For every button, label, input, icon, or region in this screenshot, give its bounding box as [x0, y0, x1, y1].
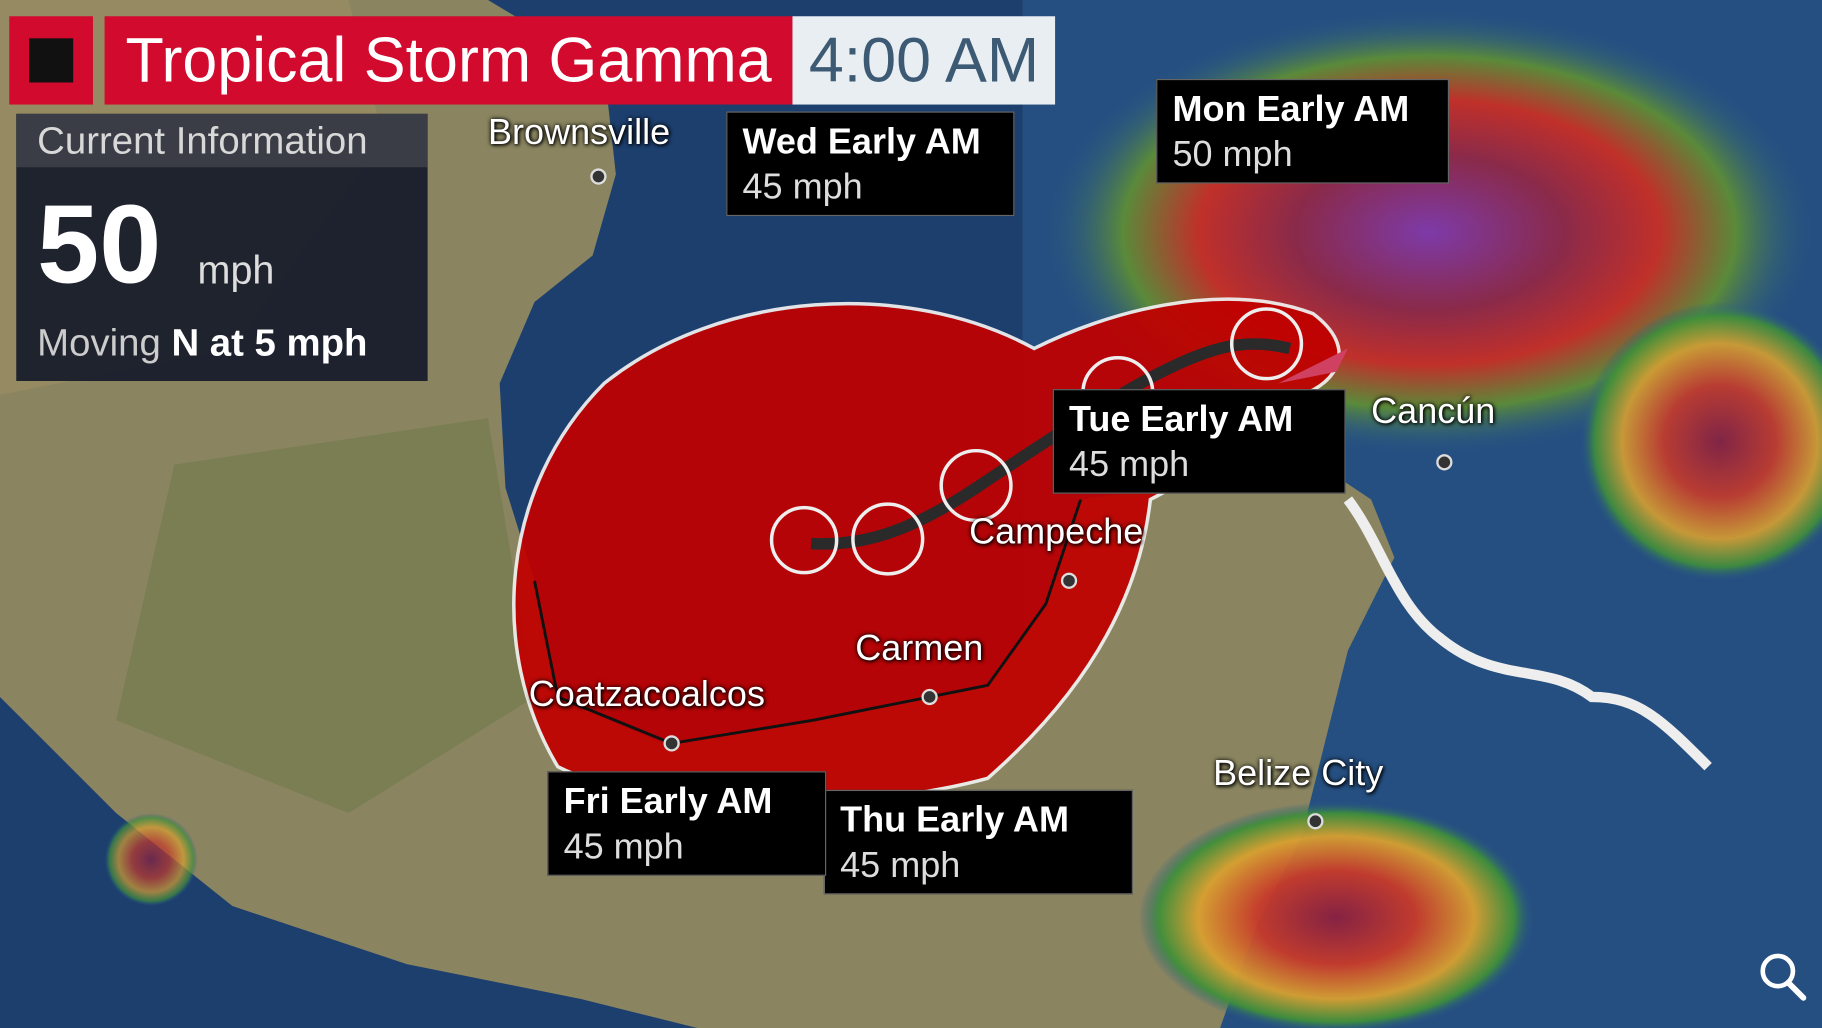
city-label: Cancún — [1371, 390, 1496, 431]
wind-speed: 50 — [37, 182, 162, 307]
forecast-label-tue: Tue Early AM 45 mph — [1052, 389, 1346, 494]
forecast-label-wed: Wed Early AM 45 mph — [726, 111, 1015, 217]
wind-unit: mph — [197, 248, 275, 293]
cold-front-line — [1343, 496, 1712, 771]
coastline — [533, 499, 1083, 745]
city-label: Belize City — [1213, 752, 1384, 794]
storm-title: Tropical Storm Gamma — [104, 16, 793, 105]
time-label: 4:00 AM — [792, 16, 1056, 105]
forecast-label-mon: Mon Early AM 50 mph — [1156, 78, 1450, 184]
city-label: Campeche — [969, 511, 1144, 552]
city-dots — [590, 168, 1453, 830]
current-info-heading: Current Information — [16, 113, 428, 168]
city-label: Carmen — [855, 627, 984, 668]
current-storm-icon — [1278, 348, 1348, 384]
city-label: Coatzacoalcos — [528, 673, 765, 715]
forecast-label-fri: Fri Early AM 45 mph — [547, 771, 827, 876]
title-bar: Tropical Storm Gamma 4:00 AM — [9, 16, 1056, 105]
stop-square-icon — [9, 16, 93, 105]
city-label: Brownsville — [488, 111, 671, 153]
movement: Moving N at 5 mph — [37, 320, 368, 364]
current-info-panel: Current Information 50 mph Moving N at 5… — [16, 113, 428, 381]
magnifier-icon[interactable] — [1757, 950, 1808, 1001]
forecast-label-thu: Thu Early AM 45 mph — [823, 789, 1133, 895]
